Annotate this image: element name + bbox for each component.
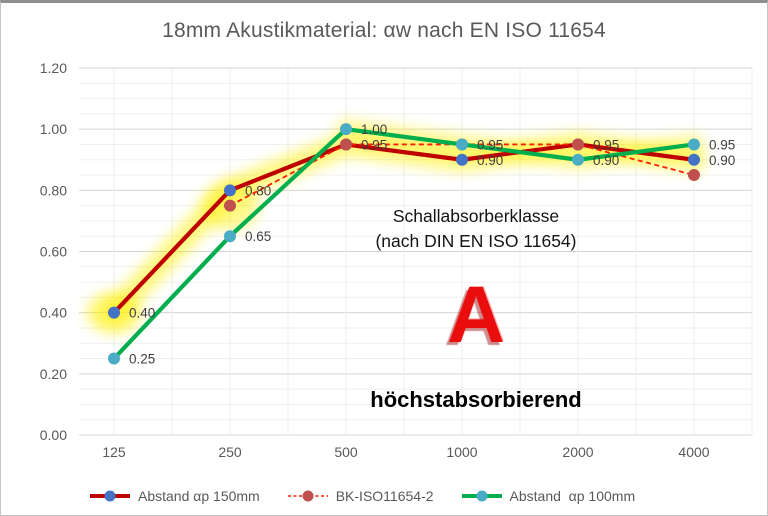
data-point-marker [688,169,700,182]
data-label: 0.90 [709,153,735,168]
annotation-absorber-class-line2: (nach DIN EN ISO 11654) [375,231,577,251]
data-point-marker [688,138,700,151]
data-label: 0.80 [245,183,271,198]
series-2 [108,123,700,365]
y-axis-tick-label: 0.60 [40,244,67,260]
data-label: 0.95 [709,137,735,152]
x-axis-tick-label: 500 [334,444,358,460]
data-point-marker [108,352,120,365]
y-axis-tick-label: 0.80 [40,182,67,198]
x-axis-tick-label: 125 [102,444,126,460]
data-point-marker [340,123,352,136]
series-line [112,127,695,360]
data-label: 0.25 [129,352,155,367]
data-label: 0.65 [245,229,271,244]
gridlines [79,67,753,436]
data-point-marker [340,138,352,151]
x-axis-tick-label: 250 [218,444,242,460]
legend-label: Abstand αp 100mm [509,488,636,504]
legend-marker-icon [287,490,328,502]
data-labels: 0.400.250.800.651.000.95 0.950.900.950.90… [129,122,735,366]
y-axis-tick-label: 1.20 [40,60,67,76]
x-axis-tick-label: 4000 [678,444,709,460]
data-label: 0.90 [477,153,503,168]
x-axis-tick-label: 2000 [562,444,593,460]
data-point-marker [224,184,236,197]
data-point-marker [224,199,236,212]
axis-labels: 1.20 1.00 0.80 0.60 0.40 0.20 0.00 125 250 500 100… [40,60,710,460]
x-axis-tick-label: 1000 [446,444,477,460]
legend-item-1: BK-ISO11654-2 [287,488,434,504]
annotation-class-description: höchstabsorbierend [370,387,582,412]
legend-label: BK-ISO11654-2 [335,488,434,504]
legend-item-0: Abstand αp 150mm [89,488,260,504]
data-point-marker [688,153,700,166]
data-point-marker [572,138,584,151]
data-point-marker [456,153,468,166]
data-point-marker [108,306,120,319]
data-label: 0.95 [593,137,619,152]
legend-label: Abstand αp 150mm [138,488,260,504]
y-axis-tick-label: 0.00 [40,427,67,443]
legend-item-2: Abstand αp 100mm [461,488,636,504]
chart-title: 18mm Akustikmaterial: αw nach EN ISO 116… [162,19,606,42]
legend-marker-icon [461,490,502,502]
y-axis-tick-label: 0.20 [40,366,67,382]
series-line [112,142,695,315]
data-label: 1.00 [361,122,387,137]
data-point-marker [224,230,236,243]
annotation-class-letter-a: A [447,270,505,359]
data-label: 0.40 [129,306,155,321]
y-axis-tick-label: 0.40 [40,305,67,321]
data-label: 0.95 [477,137,503,152]
line-chart-plot-area: 0.400.250.800.651.000.95 0.950.900.950.90… [40,60,753,460]
chart-legend: Abstand αp 150mm BK-ISO11654-2 Abstand αp … [89,488,635,504]
annotation-absorber-class-line1: Schallabsorberklasse [392,206,560,226]
legend-marker-icon [90,490,130,502]
y-axis-tick-label: 1.00 [40,121,67,137]
data-point-marker [572,153,584,166]
data-label: 0.90 [593,153,619,168]
data-point-marker [456,138,468,151]
data-label: 0.95 [361,137,387,152]
